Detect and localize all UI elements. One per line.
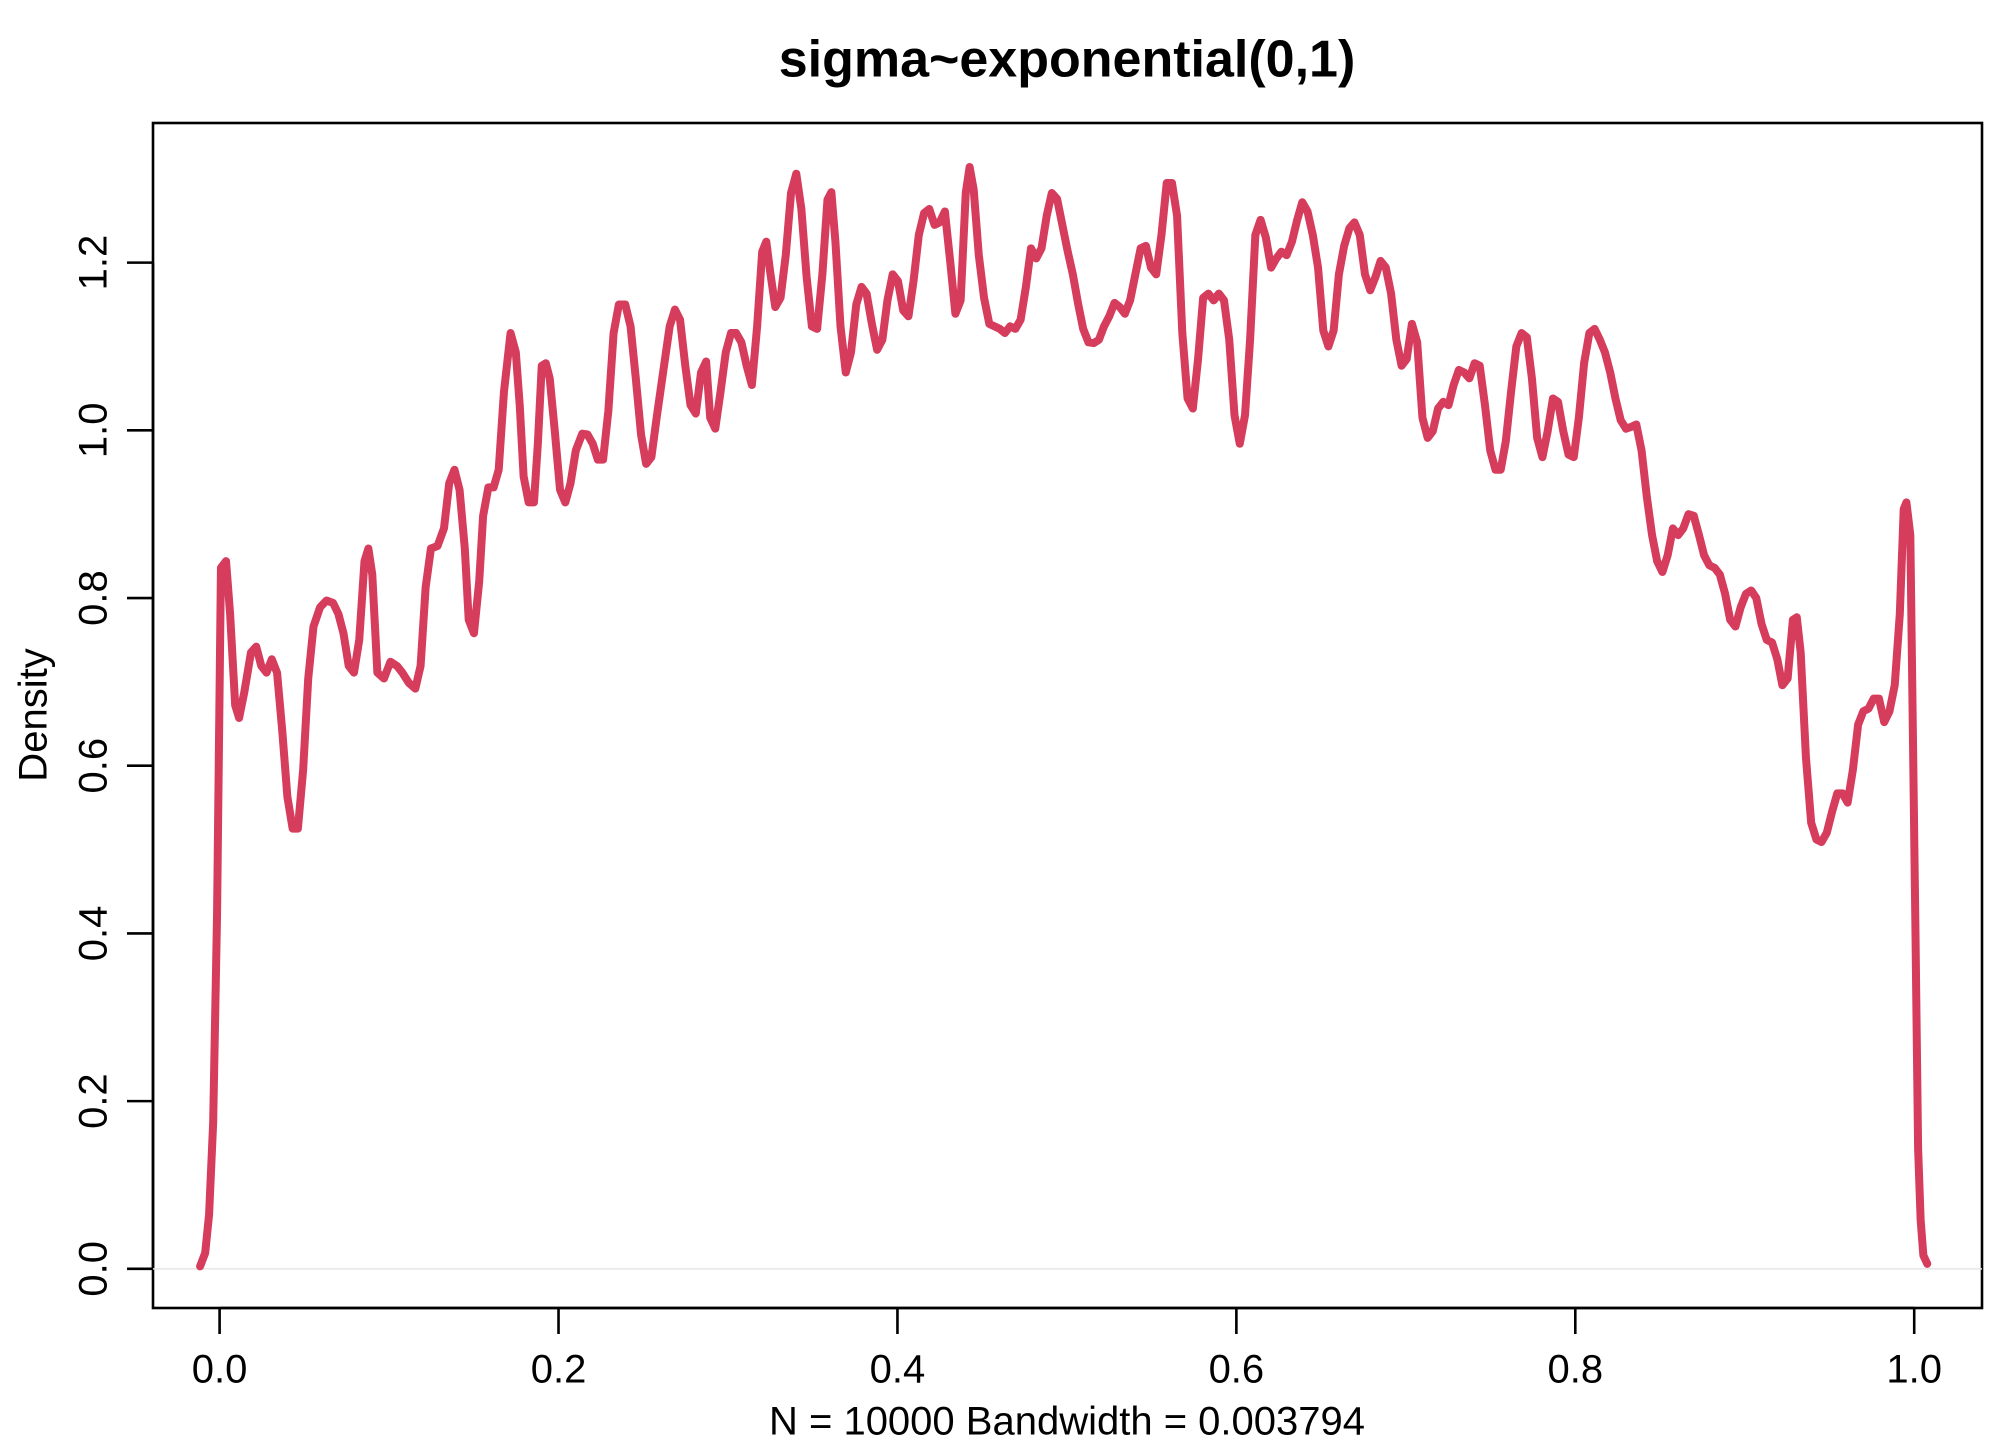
y-tick-label: 0.0 bbox=[72, 1241, 116, 1297]
x-tick-label: 0.6 bbox=[1209, 1348, 1265, 1392]
y-tick-label: 1.0 bbox=[72, 403, 116, 459]
x-tick-label: 0.2 bbox=[531, 1348, 587, 1392]
y-tick-label: 1.2 bbox=[72, 235, 116, 291]
x-tick-label: 0.4 bbox=[870, 1348, 926, 1392]
chart-title: sigma~exponential(0,1) bbox=[779, 31, 1356, 89]
y-tick-label: 0.4 bbox=[72, 906, 116, 962]
x-tick-label: 0.0 bbox=[192, 1348, 248, 1392]
x-axis-label: N = 10000 Bandwidth = 0.003794 bbox=[769, 1400, 1365, 1440]
y-axis-label: Density bbox=[12, 648, 56, 781]
y-tick-label: 0.8 bbox=[72, 570, 116, 626]
x-tick-label: 0.8 bbox=[1547, 1348, 1603, 1392]
y-tick-label: 0.6 bbox=[72, 738, 116, 794]
x-tick-label: 1.0 bbox=[1886, 1348, 1942, 1392]
density-line bbox=[196, 163, 1932, 1271]
plot-frame bbox=[151, 121, 1984, 1310]
y-tick-label: 0.2 bbox=[72, 1073, 116, 1129]
